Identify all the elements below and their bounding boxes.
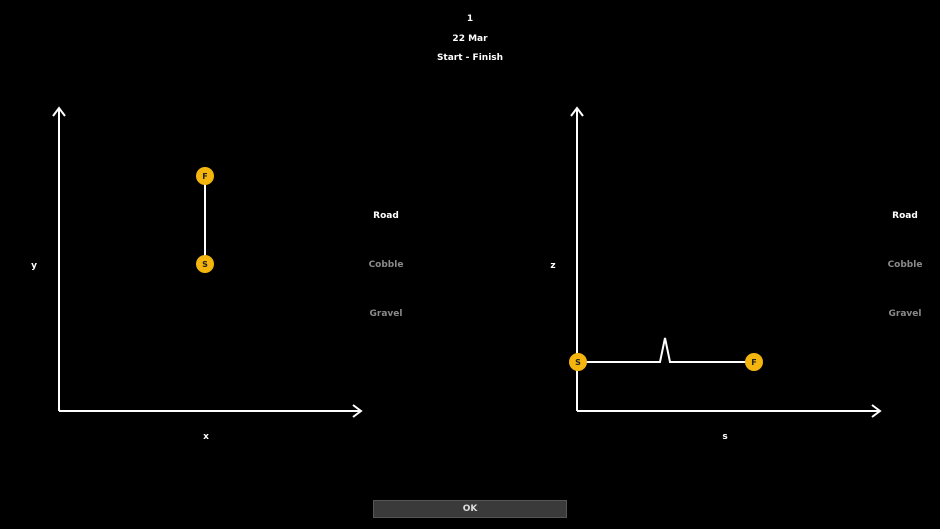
profile-z-label: z (550, 261, 556, 271)
map-plot (52, 106, 363, 418)
stage-route: Start - Finish (436, 53, 504, 63)
map-y-label: y (31, 261, 37, 271)
profile-s-label: s (722, 432, 728, 442)
profile-plot (570, 106, 882, 418)
legend-left-road: Road (373, 211, 399, 221)
map-y-axis (52, 106, 66, 411)
map-x-label: x (203, 432, 209, 442)
stage-number: 1 (466, 14, 474, 24)
legend-left-cobble: Cobble (368, 260, 404, 270)
legend-right-cobble: Cobble (887, 260, 923, 270)
svg-text:S: S (202, 260, 208, 269)
svg-text:F: F (751, 358, 756, 367)
legend-right-gravel: Gravel (888, 309, 922, 319)
map-x-axis (59, 404, 363, 418)
profile-s-axis (577, 404, 882, 418)
legend-right-road: Road (892, 211, 918, 221)
ok-button[interactable]: OK (373, 500, 567, 518)
map-start-marker: S (196, 255, 214, 273)
elevation-profile (578, 337, 754, 363)
svg-text:S: S (575, 358, 581, 367)
profile-start-marker: S (569, 353, 587, 371)
legend-left-gravel: Gravel (369, 309, 403, 319)
map-finish-marker: F (196, 167, 214, 185)
profile-finish-marker: F (745, 353, 763, 371)
svg-text:F: F (202, 172, 207, 181)
stage-date: 22 Mar (452, 34, 488, 44)
